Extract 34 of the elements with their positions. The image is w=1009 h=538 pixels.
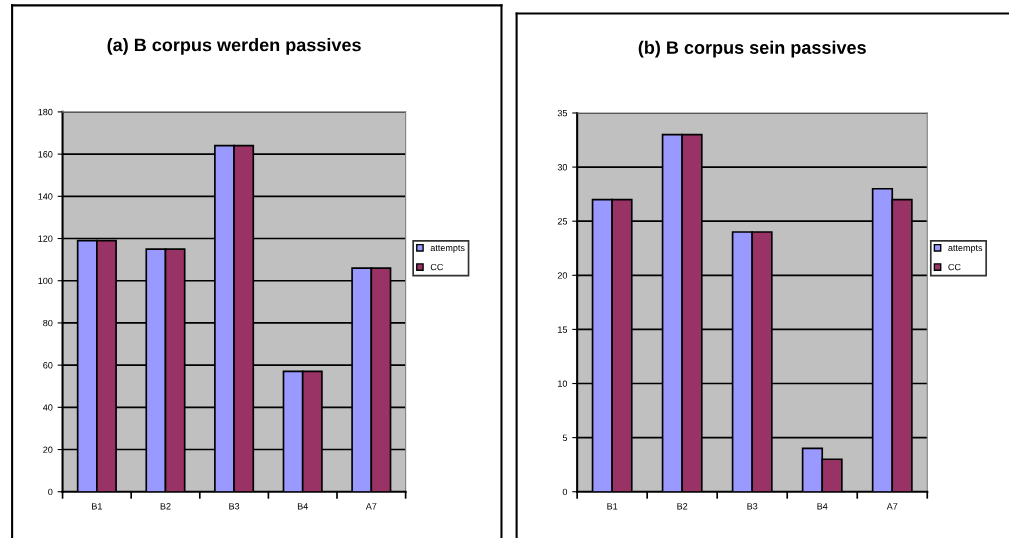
x-tick-label: B2 [160,503,171,510]
x-tick-label: A7 [886,503,898,510]
y-tick-label: 30 [557,164,568,171]
legend-label: CC [948,263,961,271]
y-tick-label: 10 [558,380,568,387]
x-tick-label: A7 [365,503,377,510]
x-tick-label: B4 [817,503,828,510]
y-tick-label: 40 [43,404,53,411]
y-tick-label: 140 [38,193,53,200]
legend-label: attempts [948,245,983,253]
chart-title: (b) B corpus sein passives [638,40,866,58]
x-tick-label: B1 [92,503,102,510]
y-tick-label: 180 [38,108,53,116]
x-tick-label: B3 [747,503,758,510]
y-tick-label: 120 [38,235,53,242]
y-tick-label: 0 [562,488,568,496]
y-tick-label: 60 [43,362,53,369]
y-tick-label: 20 [43,446,53,453]
x-tick-label: B1 [607,503,618,510]
y-tick-label: 20 [557,272,568,279]
y-tick-label: 25 [557,218,568,225]
y-tick-label: 160 [38,151,53,158]
y-tick-label: 5 [562,434,568,441]
y-tick-label: 35 [557,109,568,117]
chart-title: (a) B corpus werden passives [107,38,361,55]
legend-label: attempts [430,245,465,253]
x-tick-label: B2 [677,503,688,510]
x-tick-label: B3 [229,503,240,510]
y-tick-label: 0 [48,488,53,496]
y-tick-label: 100 [38,277,53,285]
legend-label: CC [430,263,444,271]
x-tick-label: B4 [297,503,308,510]
y-tick-label: 15 [558,326,568,333]
y-tick-label: 80 [43,319,53,327]
